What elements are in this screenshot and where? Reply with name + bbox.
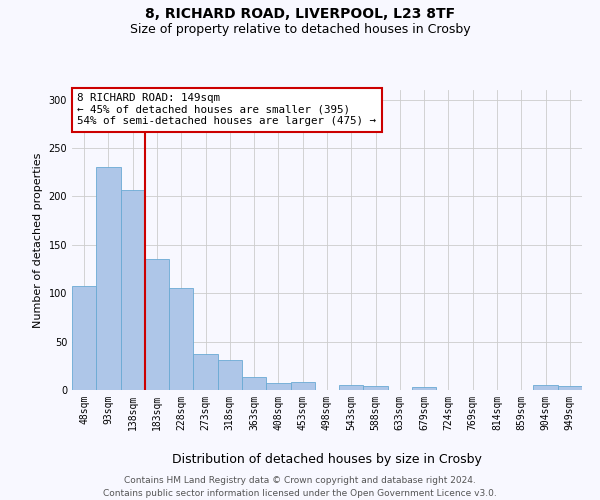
Text: 8 RICHARD ROAD: 149sqm
← 45% of detached houses are smaller (395)
54% of semi-de: 8 RICHARD ROAD: 149sqm ← 45% of detached… bbox=[77, 93, 376, 126]
Bar bbox=[169, 288, 193, 390]
Bar bbox=[218, 360, 242, 390]
Text: 8, RICHARD ROAD, LIVERPOOL, L23 8TF: 8, RICHARD ROAD, LIVERPOOL, L23 8TF bbox=[145, 8, 455, 22]
Text: Contains HM Land Registry data © Crown copyright and database right 2024.
Contai: Contains HM Land Registry data © Crown c… bbox=[103, 476, 497, 498]
Bar bbox=[145, 260, 169, 390]
Bar bbox=[533, 385, 558, 390]
Bar bbox=[96, 168, 121, 390]
Bar bbox=[290, 382, 315, 390]
Bar bbox=[72, 286, 96, 390]
Bar bbox=[412, 387, 436, 390]
Bar bbox=[242, 378, 266, 390]
Bar bbox=[364, 386, 388, 390]
Text: Distribution of detached houses by size in Crosby: Distribution of detached houses by size … bbox=[172, 452, 482, 466]
Bar bbox=[193, 354, 218, 390]
Bar bbox=[266, 383, 290, 390]
Y-axis label: Number of detached properties: Number of detached properties bbox=[33, 152, 43, 328]
Bar bbox=[558, 386, 582, 390]
Text: Size of property relative to detached houses in Crosby: Size of property relative to detached ho… bbox=[130, 22, 470, 36]
Bar bbox=[121, 190, 145, 390]
Bar bbox=[339, 385, 364, 390]
